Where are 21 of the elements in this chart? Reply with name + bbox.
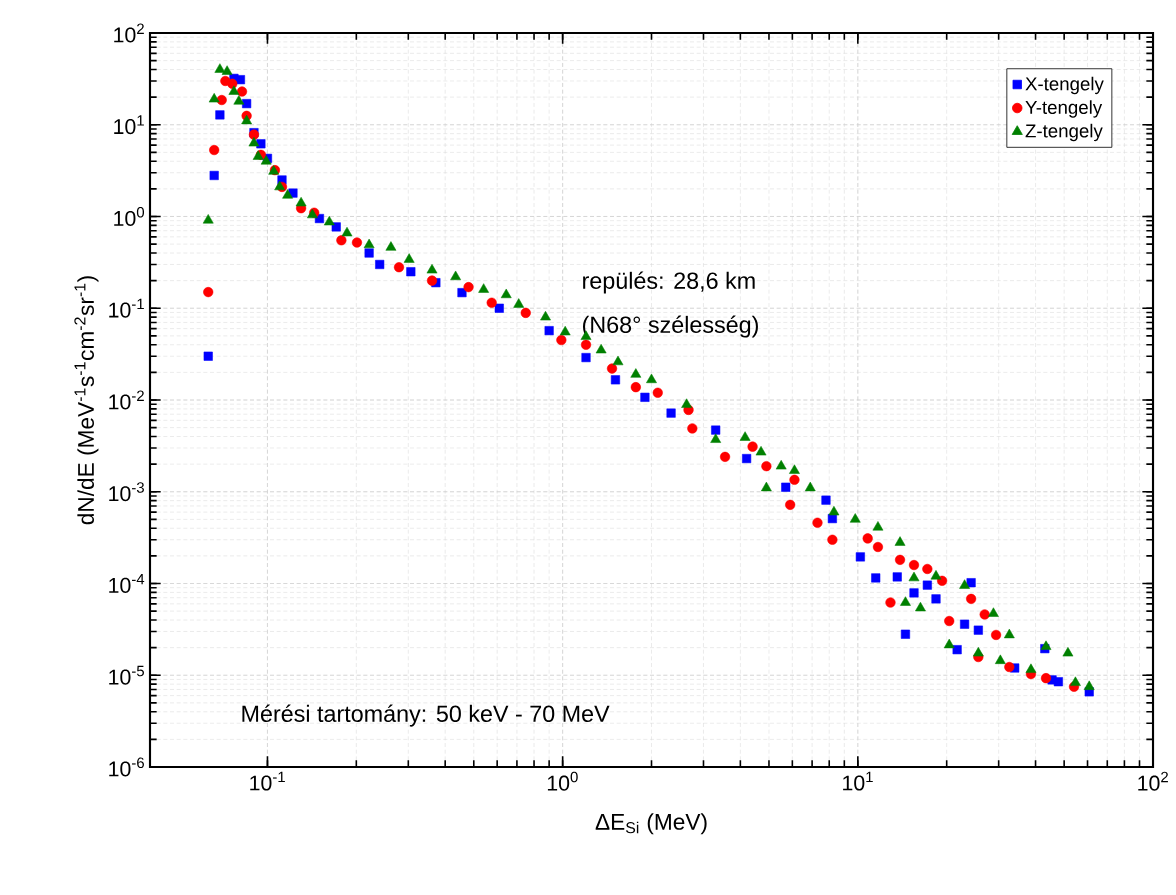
y-tick-label: 10$^{2}$ <box>114 23 144 43</box>
x-tick-label: 10$^{0}$ <box>547 771 578 791</box>
text: dN/dE (MeV$^{-1}$s$^{-1}$cm$^{-2}$sr$^{-1}$) <box>74 276 99 525</box>
y-tick-label: 10$^{0}$ <box>114 206 145 226</box>
y-tick-label: 10$^{-6}$ <box>109 757 144 777</box>
y-tick-label: 10$^{-2}$ <box>109 390 144 410</box>
legend-label: Y-tengely <box>1025 100 1103 118</box>
legend-label: X-tengely <box>1025 76 1104 95</box>
y-tick-label: 10$^{1}$ <box>114 115 144 135</box>
x-tick-label: 10$^{2}$ <box>1138 771 1168 791</box>
annotation: (N68° szélesség) <box>583 315 758 338</box>
x-axis-title: ΔE$_{Si}$ (MeV) <box>595 813 707 835</box>
y-tick-label: 10$^{-4}$ <box>109 574 145 593</box>
y-tick-label: 10$^{-1}$ <box>109 298 144 318</box>
x-tick-label: 10$^{1}$ <box>843 771 873 791</box>
legend-label: Z-tengely <box>1025 123 1103 142</box>
annotation: repülés: 28,6 km <box>583 271 755 294</box>
y-tick-label: 10$^{-3}$ <box>109 482 144 502</box>
annotation: Mérési tartomány: 50 keV - 70 MeV <box>242 704 610 727</box>
x-tick-label: 10$^{-1}$ <box>250 771 285 791</box>
y-tick-label: 10$^{-5}$ <box>109 665 144 685</box>
